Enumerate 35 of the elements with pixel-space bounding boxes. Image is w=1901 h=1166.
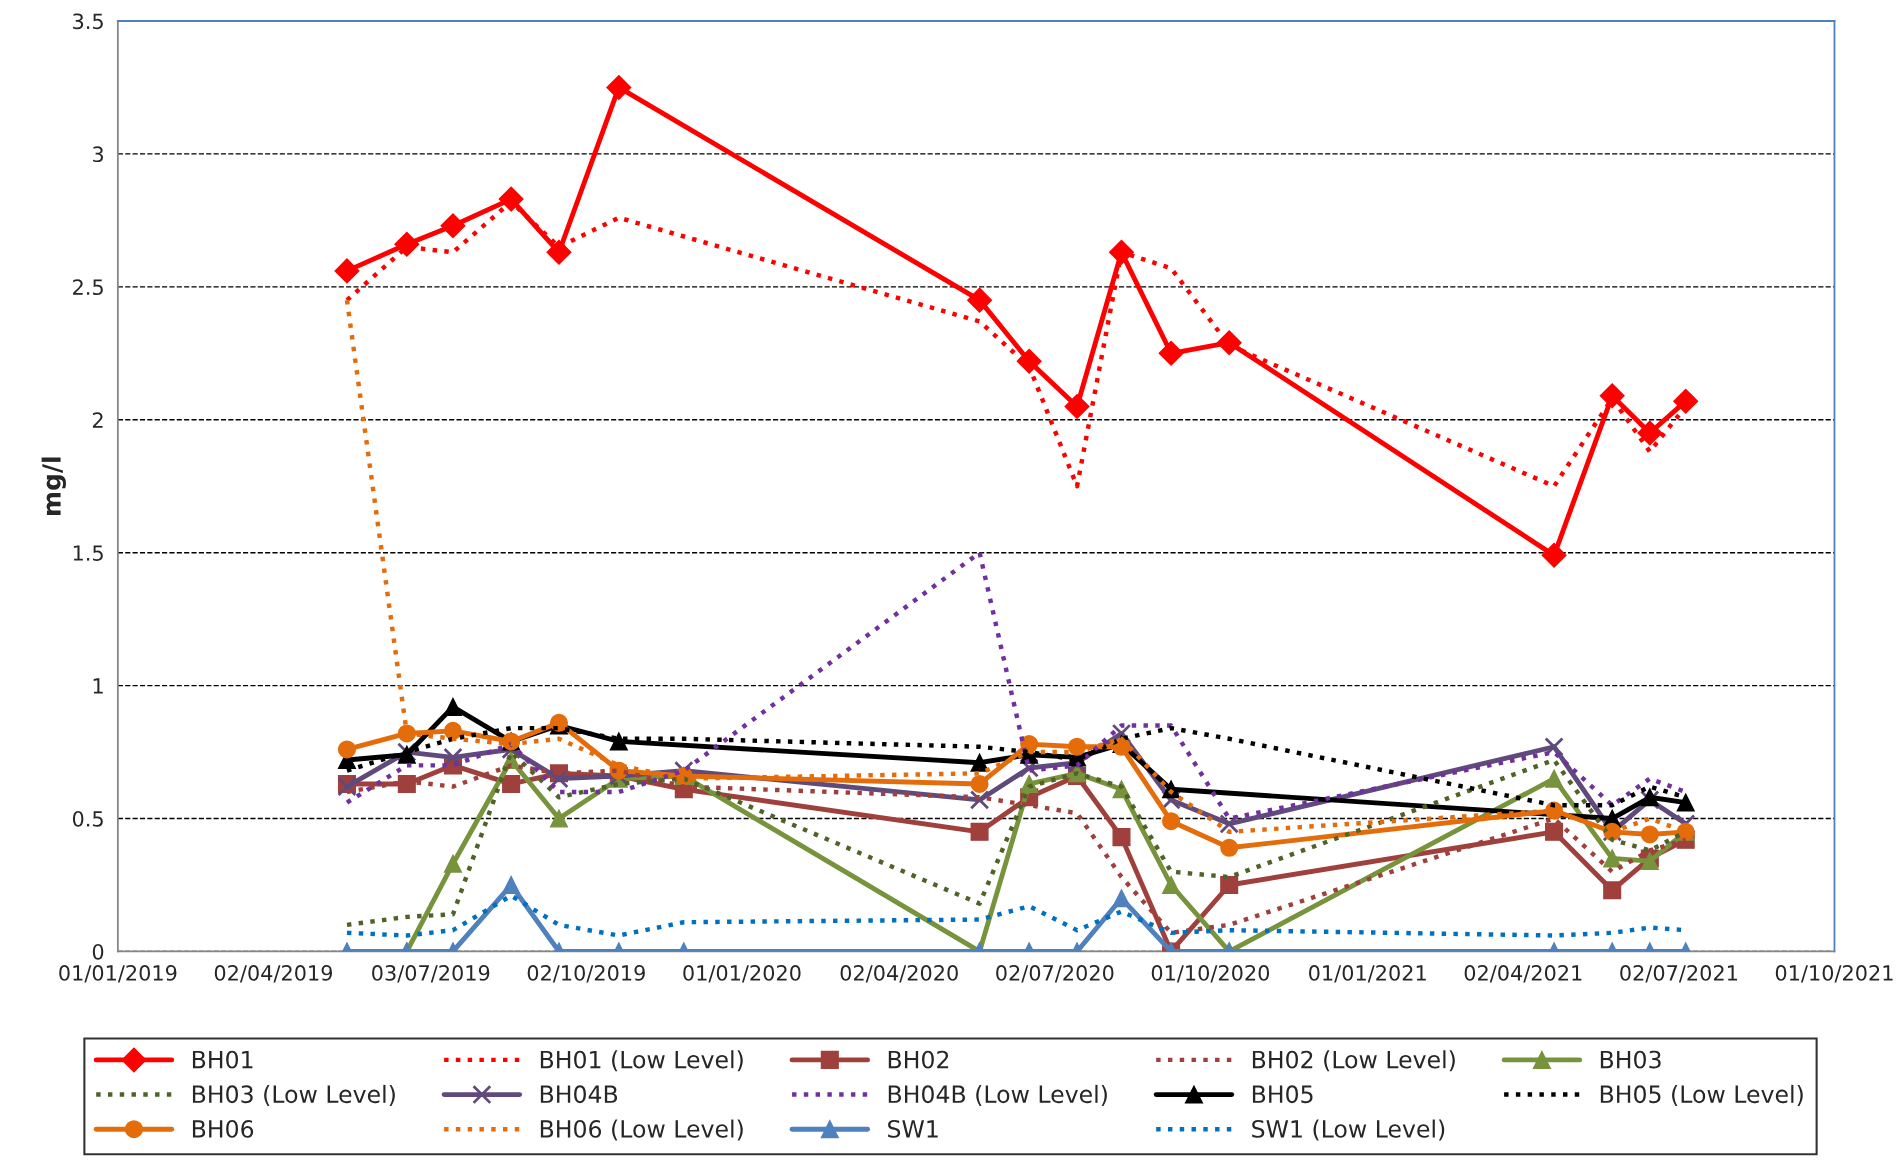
x-tick-label: 01/10/2021 — [1775, 965, 1893, 983]
x-tick-label: 01/01/2020 — [683, 965, 801, 983]
y-tick-label: 1 — [93, 678, 103, 694]
y-tick-label: 3 — [93, 146, 103, 163]
x-tick-label: 01/01/2021 — [1309, 965, 1426, 983]
legend-label: BH01 — [192, 1050, 253, 1069]
y-axis-title: mg/l — [41, 457, 66, 515]
legend-label: SW1 — [888, 1119, 938, 1138]
x-tick-label: 01/10/2020 — [1151, 965, 1270, 983]
y-tick-label: 2.5 — [73, 279, 103, 296]
x-tick-label: 02/10/2019 — [527, 965, 645, 983]
legend-label: BH03 — [1600, 1050, 1661, 1069]
legend-label: BH06 (Low Level) — [540, 1119, 743, 1141]
y-tick-label: 1.5 — [73, 545, 103, 561]
legend-label: BH05 (Low Level) — [1600, 1084, 1803, 1106]
legend-label: BH04B — [540, 1085, 618, 1104]
legend-label: SW1 (Low Level) — [1252, 1119, 1445, 1141]
x-tick-label: 02/04/2019 — [214, 965, 333, 983]
legend-label: BH01 (Low Level) — [540, 1050, 743, 1072]
x-tick-label: 03/07/2019 — [372, 965, 490, 983]
legend-label: BH06 — [192, 1119, 254, 1138]
x-tick-label: 02/07/2020 — [996, 965, 1114, 983]
legend-label: BH02 (Low Level) — [1252, 1050, 1455, 1072]
x-tick-label: 02/04/2020 — [840, 965, 958, 983]
x-tick-label: 02/04/2021 — [1464, 965, 1582, 983]
legend-label: BH05 — [1252, 1085, 1313, 1104]
y-tick-label: 0 — [92, 943, 104, 960]
y-tick-label: 3.5 — [73, 13, 103, 30]
y-tick-label: 2 — [92, 412, 103, 428]
x-tick-label: 02/07/2021 — [1620, 965, 1737, 983]
legend-label: BH03 (Low Level) — [192, 1084, 395, 1106]
y-tick-label: 0.5 — [72, 810, 103, 827]
x-tick-label: 01/01/2019 — [59, 965, 177, 983]
legend-label: BH04B (Low Level) — [888, 1084, 1107, 1106]
legend-label: BH02 — [888, 1050, 949, 1069]
